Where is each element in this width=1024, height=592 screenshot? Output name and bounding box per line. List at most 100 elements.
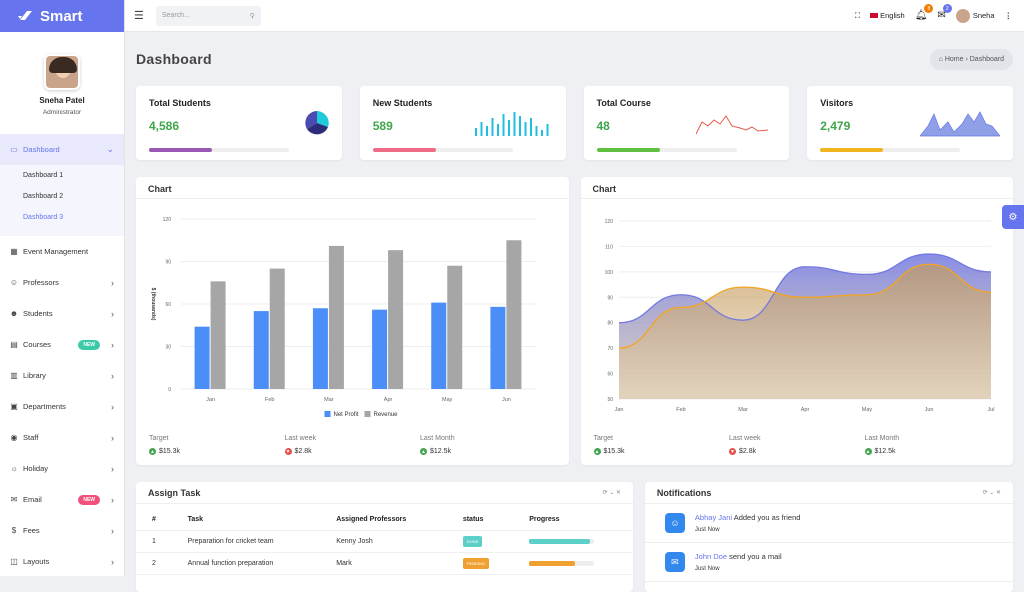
y-tick-label: 60 bbox=[607, 372, 613, 378]
profile-avatar[interactable] bbox=[44, 54, 80, 90]
gear-icon: ⚙ bbox=[1009, 212, 1018, 223]
cell-n: 2 bbox=[136, 553, 172, 575]
sidebar-item-label: Library bbox=[23, 371, 46, 380]
messages-button[interactable]: ✉2 bbox=[937, 10, 945, 21]
x-tick-label: May bbox=[442, 397, 453, 403]
profile-role: Administrator bbox=[0, 109, 124, 116]
chevron-right-icon: › bbox=[111, 309, 114, 319]
column-header: status bbox=[447, 510, 513, 531]
settings-gear-button[interactable]: ⚙ bbox=[1002, 205, 1024, 229]
chevron-down-icon: ⌄ bbox=[106, 144, 114, 155]
search-input[interactable]: Search... ⚲ bbox=[156, 6, 261, 26]
stat-title: New Students bbox=[373, 98, 553, 108]
bar-revenue bbox=[447, 266, 462, 389]
legend-label: Net Profit bbox=[334, 412, 359, 418]
sidebar-item-layouts[interactable]: ◫Layouts› bbox=[0, 546, 124, 576]
arrow-up-icon: ▲ bbox=[594, 448, 601, 455]
footer-label: Target bbox=[149, 435, 285, 442]
profile: Sneha Patel Administrator bbox=[0, 32, 124, 130]
footer-value: $15.3k bbox=[159, 448, 180, 455]
holiday-icon: ☼ bbox=[9, 464, 19, 473]
notification-count-badge: 8 bbox=[924, 4, 933, 13]
stat-title: Total Students bbox=[149, 98, 329, 108]
book-icon: ▤ bbox=[9, 340, 19, 349]
footer-value: $2.8k bbox=[739, 448, 756, 455]
bar-revenue bbox=[388, 250, 403, 389]
breadcrumb-home[interactable]: Home bbox=[945, 56, 964, 63]
sidebar-item-professors[interactable]: ☺Professors› bbox=[0, 267, 124, 298]
column-header: Progress bbox=[513, 510, 633, 531]
y-axis-label: $ (thousands) bbox=[150, 288, 156, 321]
stat-progress-fill bbox=[597, 148, 660, 152]
more-options-icon[interactable]: ⋮ bbox=[1005, 11, 1013, 20]
brand-logo[interactable]: Smart bbox=[0, 0, 124, 32]
footer-stat: Last week▼$2.8k bbox=[729, 435, 865, 455]
cell-n: 1 bbox=[136, 531, 172, 553]
notification-sender[interactable]: Abhay Jani bbox=[695, 513, 732, 522]
bar-net-profit bbox=[431, 303, 446, 389]
notification-message: Added you as friend bbox=[732, 513, 800, 522]
sidebar-menu: ▭ Dashboard ⌄ Dashboard 1 Dashboard 2 Da… bbox=[0, 134, 124, 576]
sidebar-item-event-management[interactable]: ▦Event Management bbox=[0, 236, 124, 267]
card-title: Assign Task bbox=[148, 488, 200, 498]
sidebar-item-label: Courses bbox=[23, 340, 51, 349]
new-badge: NEW bbox=[78, 495, 100, 505]
stat-title: Total Course bbox=[597, 98, 777, 108]
y-tick-label: 30 bbox=[165, 345, 171, 351]
new-badge: NEW bbox=[78, 340, 100, 350]
language-selector[interactable]: English bbox=[870, 11, 905, 20]
search-placeholder: Search... bbox=[162, 12, 190, 19]
sidebar-subitem-dashboard-1[interactable]: Dashboard 1 bbox=[0, 165, 124, 186]
sidebar-subitem-dashboard-3[interactable]: Dashboard 3 bbox=[0, 207, 124, 228]
sidebar-item-courses[interactable]: ▤ Courses NEW › bbox=[0, 329, 124, 360]
y-tick-label: 120 bbox=[163, 217, 172, 223]
sparkline bbox=[696, 108, 776, 138]
sidebar-item-fees[interactable]: $Fees› bbox=[0, 515, 124, 546]
chevron-right-icon: › bbox=[111, 433, 114, 443]
stat-progress-bar bbox=[149, 148, 289, 152]
fullscreen-icon[interactable]: ⛶ bbox=[855, 11, 860, 21]
sidebar-item-library[interactable]: ▥Library› bbox=[0, 360, 124, 391]
stat-progress-fill bbox=[820, 148, 883, 152]
menu-toggle-icon[interactable]: ☰ bbox=[134, 9, 144, 22]
notifications-bell[interactable]: 🔔︎8 bbox=[915, 10, 928, 21]
y-tick-label: 50 bbox=[607, 397, 613, 403]
progress-bar bbox=[529, 539, 594, 544]
stat-progress-bar bbox=[597, 148, 737, 152]
card-tools[interactable]: ⟳ ⌄ ✕ bbox=[603, 489, 621, 496]
y-tick-label: 90 bbox=[165, 260, 171, 266]
sidebar-item-departments[interactable]: ▣Departments› bbox=[0, 391, 124, 422]
chart-title: Chart bbox=[581, 177, 1014, 199]
status-badge: PENDING bbox=[463, 558, 489, 569]
notification-sender[interactable]: John Doe bbox=[695, 552, 727, 561]
column-header: Task bbox=[172, 510, 321, 531]
building-icon: ▣ bbox=[9, 402, 19, 411]
user-menu[interactable]: Sneha bbox=[956, 9, 995, 23]
sidebar-item-students[interactable]: ☻Students› bbox=[0, 298, 124, 329]
sidebar-subitem-dashboard-2[interactable]: Dashboard 2 bbox=[0, 186, 124, 207]
card-tools[interactable]: ⟳ ⌄ ✕ bbox=[983, 489, 1001, 496]
footer-stat: Last week▼$2.8k bbox=[285, 435, 421, 455]
y-tick-label: 120 bbox=[604, 219, 613, 225]
sidebar-item-dashboard[interactable]: ▭ Dashboard ⌄ bbox=[0, 134, 124, 165]
arrow-down-icon: ▼ bbox=[285, 448, 292, 455]
chevron-right-icon: › bbox=[111, 495, 114, 505]
sidebar-item-staff[interactable]: ◉Staff› bbox=[0, 422, 124, 453]
sidebar-item-holiday[interactable]: ☼Holiday› bbox=[0, 453, 124, 484]
footer-label: Target bbox=[594, 435, 730, 442]
x-tick-label: Jan bbox=[614, 407, 623, 413]
sidebar-item-label: Departments bbox=[23, 402, 66, 411]
chevron-right-icon: › bbox=[111, 340, 114, 350]
sparkline bbox=[249, 108, 329, 138]
monitor-icon: ▭ bbox=[9, 145, 19, 154]
cell-prof: Kenny Josh bbox=[320, 531, 447, 553]
user-avatar bbox=[956, 9, 970, 23]
